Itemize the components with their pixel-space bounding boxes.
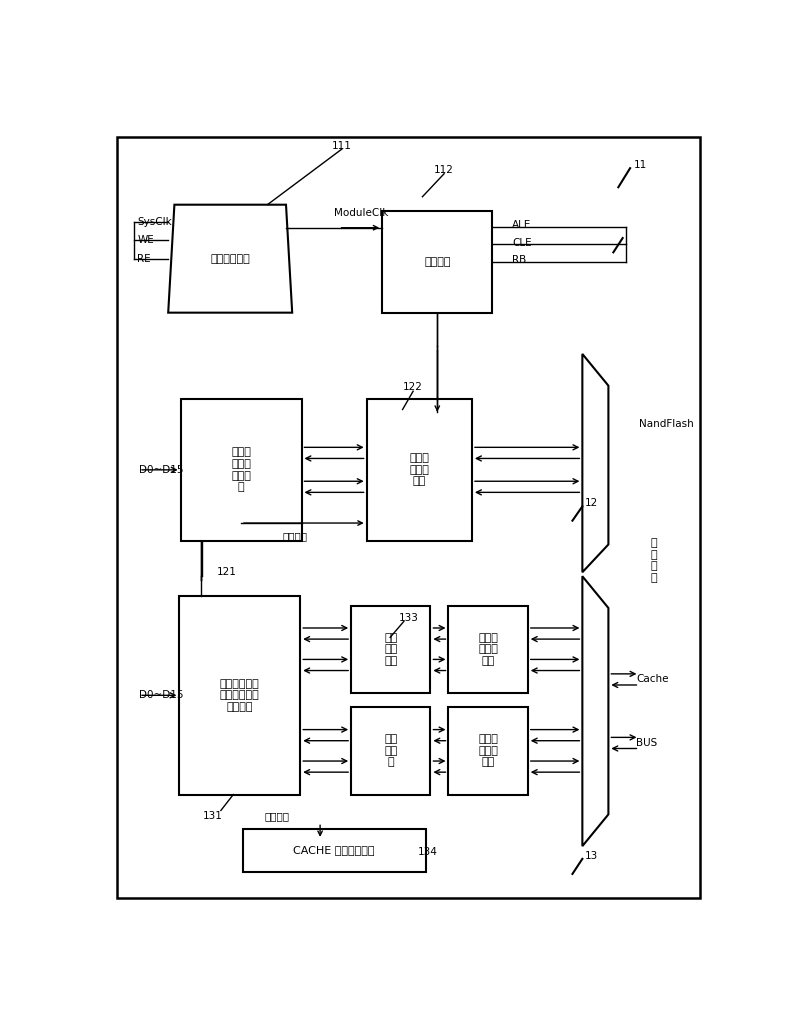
- Text: 地址移位锁存
逻辑电路（双
倍宽度）: 地址移位锁存 逻辑电路（双 倍宽度）: [220, 678, 260, 712]
- Text: 131: 131: [203, 811, 222, 821]
- Text: ALE: ALE: [512, 221, 532, 230]
- Text: 122: 122: [403, 383, 423, 392]
- Bar: [366, 399, 472, 540]
- Text: SysClk: SysClk: [138, 218, 172, 227]
- Text: 页地
址缓
存: 页地 址缓 存: [384, 734, 398, 767]
- Text: D0~D15: D0~D15: [139, 465, 183, 475]
- Text: 13: 13: [585, 852, 598, 862]
- Bar: [179, 596, 300, 795]
- Text: 134: 134: [418, 847, 438, 858]
- Bar: [382, 211, 493, 312]
- Text: 133: 133: [399, 612, 418, 623]
- Text: 偏移
地址
缓存: 偏移 地址 缓存: [384, 633, 398, 666]
- Text: 121: 121: [217, 567, 237, 577]
- Bar: [130, 580, 582, 876]
- Text: 112: 112: [434, 165, 454, 175]
- Text: 数据移
位锁存
逻辑电
路: 数据移 位锁存 逻辑电 路: [231, 447, 251, 492]
- Text: 时序逻辑: 时序逻辑: [424, 257, 450, 267]
- Text: RE: RE: [138, 255, 151, 265]
- Text: CLE: CLE: [512, 238, 532, 247]
- Text: Cache: Cache: [636, 674, 669, 685]
- Bar: [130, 350, 582, 576]
- Polygon shape: [168, 205, 292, 312]
- Text: 12: 12: [585, 498, 598, 508]
- Bar: [351, 707, 430, 795]
- Text: 总线驱
动逻辑
电路: 总线驱 动逻辑 电路: [478, 633, 498, 666]
- Text: 总线驱
动逻辑
电路: 总线驱 动逻辑 电路: [478, 734, 498, 767]
- Text: 11: 11: [634, 160, 647, 170]
- Text: D0~D15: D0~D15: [139, 691, 183, 700]
- Text: 控制信号: 控制信号: [264, 811, 290, 821]
- Bar: [449, 605, 528, 693]
- Polygon shape: [582, 354, 608, 572]
- Bar: [242, 829, 426, 872]
- Text: RB: RB: [512, 256, 526, 265]
- Bar: [351, 605, 430, 693]
- Text: 总线驱
动逻辑
电路: 总线驱 动逻辑 电路: [410, 454, 430, 487]
- Bar: [130, 157, 626, 346]
- Bar: [449, 707, 528, 795]
- Text: WE: WE: [138, 235, 154, 245]
- Text: CACHE 控制逻辑电路: CACHE 控制逻辑电路: [294, 845, 374, 856]
- Text: 时钟逻辑电路: 时钟逻辑电路: [210, 254, 250, 264]
- Polygon shape: [582, 576, 608, 846]
- Text: ModuleClk: ModuleClk: [334, 208, 389, 219]
- Text: NandFlash: NandFlash: [639, 419, 694, 429]
- Text: 控制信号: 控制信号: [283, 531, 308, 540]
- Text: 111: 111: [332, 141, 352, 151]
- Text: BUS: BUS: [636, 738, 658, 747]
- Text: 总
线
逻
辑: 总 线 逻 辑: [650, 538, 657, 583]
- Bar: [181, 399, 302, 540]
